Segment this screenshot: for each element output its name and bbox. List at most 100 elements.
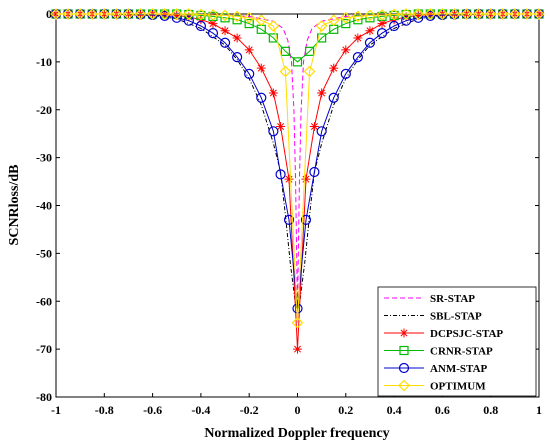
data-point [244, 45, 254, 55]
data-point [243, 11, 256, 24]
data-point [291, 316, 304, 329]
series-group [50, 8, 545, 354]
x-tick-label: 0.6 [435, 403, 450, 417]
legend-marker [398, 379, 410, 392]
data-point [341, 45, 351, 55]
data-point [309, 166, 320, 178]
legend-item: SR-STAP [384, 293, 475, 305]
data-point [339, 11, 352, 24]
data-point [134, 8, 147, 20]
series-optimum [50, 8, 545, 329]
data-point [256, 92, 267, 103]
data-point [158, 8, 171, 20]
axis-ticks: -1 -0.8 -0.6 -0.4 -0.2 0 0.2 0.4 0.6 0.8 1 0 -10 -20 -… [36, 7, 542, 417]
data-point [460, 8, 473, 20]
y-tick-label: -50 [36, 246, 52, 260]
legend-label: CRNR-STAP [430, 346, 493, 358]
x-tick-label: -0.8 [95, 403, 114, 417]
data-point [389, 20, 400, 32]
data-point [182, 8, 195, 20]
series-line [56, 13, 539, 323]
data-point [98, 8, 111, 20]
legend-label: ANM-STAP [430, 363, 488, 375]
data-point [284, 174, 294, 184]
data-point [496, 8, 509, 20]
data-point [280, 46, 291, 56]
legend-box [377, 286, 537, 397]
data-point [170, 8, 183, 20]
y-tick-label: -10 [36, 55, 52, 69]
y-tick-label: -70 [36, 342, 52, 356]
x-tick-label: 0.2 [338, 403, 353, 417]
legend-label: OPTIMUM [430, 381, 486, 393]
legend-marker [399, 328, 409, 338]
data-point [352, 51, 363, 63]
data-point [268, 126, 279, 137]
data-point [232, 15, 242, 25]
data-point [377, 19, 387, 29]
x-tick-label: -0.4 [191, 403, 210, 417]
data-point [268, 88, 278, 98]
legend-item: SBL-STAP [384, 311, 482, 323]
data-point [365, 13, 375, 23]
data-point [219, 37, 231, 48]
data-point [412, 8, 425, 20]
data-point [328, 92, 339, 103]
data-point [184, 12, 194, 22]
data-point [401, 15, 412, 26]
data-point [268, 33, 278, 43]
data-point [327, 14, 340, 27]
data-point [208, 19, 218, 29]
data-point [183, 15, 194, 26]
data-point [304, 46, 315, 56]
legend-label: SBL-STAP [430, 311, 482, 323]
data-point [400, 8, 413, 20]
data-point [436, 8, 449, 20]
data-point [283, 214, 295, 225]
y-tick-label: 0 [46, 7, 52, 21]
data-point [413, 10, 423, 20]
legend-label: DCPSJC-STAP [430, 328, 503, 340]
data-point [172, 10, 182, 20]
data-point [275, 169, 286, 180]
data-point [521, 8, 533, 20]
data-point [122, 8, 135, 20]
data-point [110, 8, 123, 20]
data-point [86, 8, 99, 20]
data-point [220, 26, 230, 36]
data-point [279, 65, 292, 78]
y-axis-label: SCNRloss/dB [7, 165, 22, 246]
data-point [207, 28, 219, 39]
x-tick-label: -1 [51, 403, 61, 417]
data-point [353, 15, 363, 25]
data-point [195, 20, 206, 32]
data-point [293, 344, 302, 354]
data-point [309, 122, 319, 132]
data-point [171, 12, 182, 23]
data-point [352, 10, 364, 23]
data-point [220, 13, 230, 23]
data-point [292, 57, 303, 67]
data-point [232, 51, 243, 63]
data-point [388, 8, 400, 21]
x-tick-label: -0.6 [143, 403, 162, 417]
data-point [533, 8, 545, 20]
legend-marker [399, 345, 409, 356]
data-point [376, 28, 388, 39]
data-point [364, 37, 376, 48]
data-point [244, 68, 255, 79]
series-sbl-stap [56, 13, 539, 311]
x-tick-label: -0.2 [240, 403, 259, 417]
data-point [317, 33, 327, 43]
data-point [232, 33, 242, 43]
y-tick-label: -80 [36, 390, 52, 404]
data-point [244, 18, 254, 29]
data-point [353, 33, 363, 43]
data-point [146, 8, 159, 20]
data-point [425, 10, 436, 22]
data-point [256, 63, 266, 73]
x-tick-label: 0.8 [483, 403, 498, 417]
data-point [509, 8, 521, 20]
data-point [329, 63, 339, 73]
data-point [300, 214, 312, 225]
